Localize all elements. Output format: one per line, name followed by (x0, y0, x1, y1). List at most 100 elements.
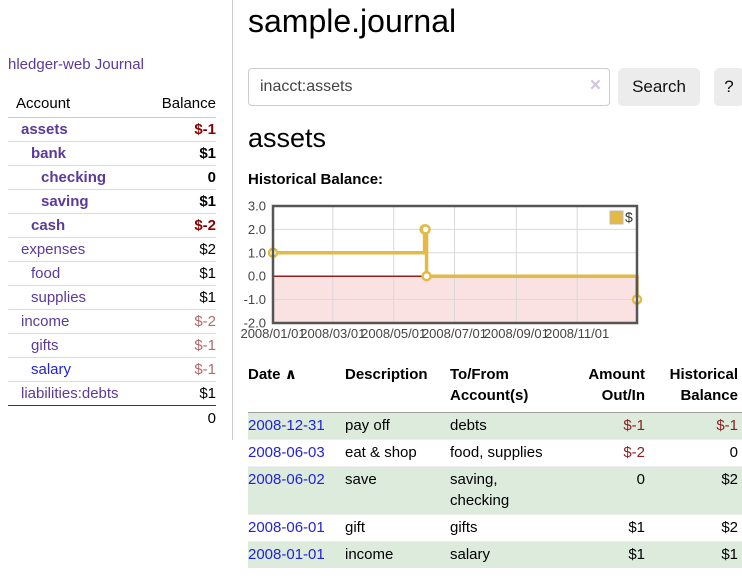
transaction-balance: $2 (721, 471, 738, 488)
svg-text:2008/09/01: 2008/09/01 (484, 326, 549, 341)
account-link[interactable]: bank (31, 145, 67, 162)
account-balance: $1 (147, 261, 216, 286)
account-row: expenses $2 (8, 237, 216, 262)
account-balance: $1 (147, 285, 216, 310)
transaction-accounts: salary (450, 546, 491, 563)
svg-text:3.0: 3.0 (248, 199, 266, 214)
account-link[interactable]: income (21, 313, 70, 330)
search-input[interactable] (248, 68, 610, 106)
transaction-accounts: debts (450, 417, 487, 434)
svg-text:2.0: 2.0 (248, 222, 266, 237)
account-balance: $-2 (147, 213, 216, 238)
account-balance: $-1 (147, 117, 216, 142)
account-balance: $1 (147, 381, 216, 406)
account-row: saving $1 (8, 189, 216, 214)
account-balance: $2 (147, 237, 216, 262)
transactions-body: 2008-12-31 pay off debts $-1 $-1 2008-06… (248, 412, 742, 568)
account-balance: $-2 (147, 309, 216, 334)
accounts-total-row: 0 (8, 405, 216, 431)
account-row: salary $-1 (8, 357, 216, 382)
app-brand-link[interactable]: hledger-web (8, 56, 91, 73)
accounts-total-balance: 0 (147, 405, 216, 431)
historical-balance-chart: $3.0 2.0 1.0 0.0 -1.0 -2.02008/01/012008/03/0… (240, 199, 643, 341)
account-row: supplies $1 (8, 285, 216, 310)
transaction-description: save (345, 471, 377, 488)
chart-title: Historical Balance: (248, 171, 384, 188)
transaction-date-link[interactable]: 2008-01-01 (248, 546, 325, 563)
svg-text:2008/07/01: 2008/07/01 (422, 326, 487, 341)
account-link[interactable]: liabilities:debts (21, 385, 119, 402)
accounts-table: Account Balance assets $-1 bank $1 (8, 92, 216, 431)
svg-text:2008/03/01: 2008/03/01 (300, 326, 365, 341)
search-button[interactable]: Search (618, 68, 700, 106)
search-form: × Search ? (248, 68, 742, 106)
transaction-row[interactable]: 2008-12-31 pay off debts $-1 $-1 (248, 412, 742, 440)
main-content: sample.journal × Search ? assets Histori… (240, 0, 742, 582)
transaction-date-link[interactable]: 2008-06-03 (248, 444, 325, 461)
transaction-row[interactable]: 2008-06-02 save saving, checking 0 $2 (248, 466, 742, 515)
account-link[interactable]: assets (21, 121, 68, 138)
transaction-balance: 0 (729, 444, 738, 461)
account-link[interactable]: salary (31, 361, 72, 378)
account-row: bank $1 (8, 141, 216, 166)
svg-text:2008/01/01: 2008/01/01 (240, 326, 305, 341)
transaction-date-link[interactable]: 2008-06-01 (248, 519, 325, 536)
account-link[interactable]: checking (41, 169, 107, 186)
svg-text:2008/05/01: 2008/05/01 (361, 326, 426, 341)
account-balance: 0 (147, 165, 216, 190)
account-link[interactable]: gifts (31, 337, 59, 354)
transaction-balance: $2 (721, 519, 738, 536)
transaction-accounts: saving, checking (450, 471, 510, 509)
account-balance: $-1 (147, 333, 216, 358)
transaction-row[interactable]: 2008-06-01 gift gifts $1 $2 (248, 514, 742, 542)
transaction-accounts: food, supplies (450, 444, 543, 461)
transaction-amount: $1 (628, 546, 645, 563)
transaction-description: eat & shop (345, 444, 417, 461)
column-header-date[interactable]: Date ∧ (248, 360, 345, 413)
sidebar-item-journal[interactable]: Journal (94, 56, 144, 73)
svg-text:0.0: 0.0 (248, 269, 266, 284)
column-header-description: Description (345, 360, 450, 413)
transaction-accounts: gifts (450, 519, 478, 536)
column-header-accounts: To/From Account(s) (450, 360, 560, 413)
search-box: × (248, 68, 610, 106)
page-title: sample.journal (248, 3, 457, 39)
svg-text:-2.0: -2.0 (244, 316, 266, 331)
account-link[interactable]: cash (31, 217, 66, 234)
transaction-row[interactable]: 2008-01-01 income salary $1 $1 (248, 541, 742, 568)
account-row: cash $-2 (8, 213, 216, 238)
account-section-title: assets (248, 123, 327, 153)
account-balance: $1 (147, 141, 216, 166)
account-link[interactable]: food (31, 265, 61, 282)
transactions-header-row: Date ∧ Description To/From Account(s) Am… (248, 360, 742, 413)
clear-search-icon[interactable]: × (589, 75, 601, 96)
transaction-amount: $1 (628, 519, 645, 536)
account-row: liabilities:debts $1 (8, 381, 216, 406)
transaction-description: income (345, 546, 394, 563)
sidebar: hledger-web Journal Account Balance asse… (0, 0, 233, 440)
account-row: food $1 (8, 261, 216, 286)
column-header-balance: Historical Balance (645, 360, 742, 413)
transaction-description: gift (345, 519, 366, 536)
column-header-amount: Amount Out/In (560, 360, 645, 413)
accounts-header-balance: Balance (147, 92, 216, 118)
transaction-row[interactable]: 2008-06-03 eat & shop food, supplies $-2… (248, 439, 742, 467)
account-link[interactable]: supplies (31, 289, 87, 306)
transaction-amount: $-1 (623, 417, 645, 434)
transaction-balance: $1 (721, 546, 738, 563)
accounts-header-account: Account (8, 92, 148, 118)
transaction-balance: $-1 (716, 417, 738, 434)
transaction-date-link[interactable]: 2008-06-02 (248, 471, 325, 488)
svg-text:2008/11/01: 2008/11/01 (545, 326, 609, 341)
transactions-table: Date ∧ Description To/From Account(s) Am… (248, 360, 742, 568)
account-row: assets $-1 (8, 117, 216, 142)
transaction-amount: 0 (636, 471, 645, 488)
account-link[interactable]: expenses (21, 241, 86, 258)
help-button[interactable]: ? (714, 68, 742, 106)
transaction-date-link[interactable]: 2008-12-31 (248, 417, 325, 434)
account-link[interactable]: saving (41, 193, 89, 210)
sort-ascending-icon: ∧ (284, 366, 297, 383)
transaction-description: pay off (345, 417, 390, 434)
account-row: checking 0 (8, 165, 216, 190)
account-row: gifts $-1 (8, 333, 216, 358)
